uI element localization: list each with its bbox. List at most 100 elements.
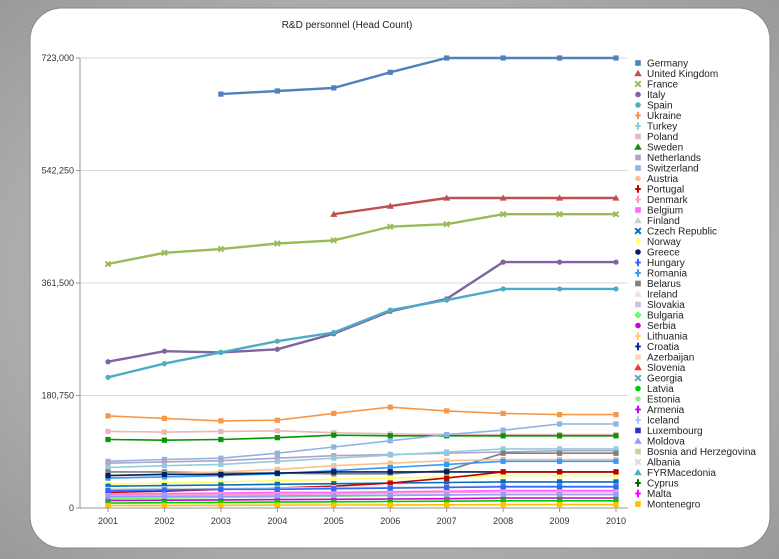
series-point-lower-1	[218, 428, 224, 435]
series-point-lower-8	[444, 461, 450, 468]
series-line-lower-7	[107, 458, 616, 477]
legend-label-hungary: Hungary	[647, 258, 685, 269]
legend-marker-sweden	[634, 143, 642, 150]
series-point-lower-12	[556, 469, 563, 475]
x-tick-label: 2001	[98, 516, 118, 526]
series-line-lower-4	[107, 449, 616, 464]
series-point-lower-9	[387, 475, 393, 481]
series-point-germany	[218, 91, 224, 97]
series-point-lower-0	[444, 408, 450, 414]
series-point-lower-5	[105, 464, 111, 471]
legend-label-finland: Finland	[647, 216, 680, 227]
legend-marker-ireland	[634, 290, 642, 297]
series-point-lower-19	[161, 502, 168, 508]
series-point-germany	[274, 88, 280, 94]
series-point-germany	[556, 55, 563, 61]
series-point-lower-2	[331, 432, 337, 438]
legend-marker-norway	[635, 237, 641, 246]
series-point-lower-18	[331, 499, 337, 505]
y-tick-label: 180,750	[41, 391, 74, 401]
x-tick-label: 2009	[550, 516, 570, 526]
series-point-lower-3	[444, 431, 450, 438]
legend-marker-bulgaria	[634, 311, 642, 319]
legend-marker-france	[634, 80, 642, 88]
series-point-lower-18	[218, 499, 224, 505]
legend-label-bulgaria: Bulgaria	[647, 311, 684, 322]
series-point-lower-10	[500, 479, 506, 485]
series-line-lower-13	[107, 489, 616, 496]
x-tick-label: 2008	[493, 516, 513, 526]
series-point-lower-11	[387, 469, 393, 475]
series-point-lower-19	[613, 502, 619, 508]
x-tick-label: 2006	[380, 516, 400, 526]
legend-marker-czech-republic	[634, 227, 642, 235]
series-point-lower-18	[613, 498, 619, 504]
legend-label-netherlands: Netherlands	[647, 153, 701, 164]
series-point-lower-16	[500, 495, 506, 501]
y-tick-label: 723,000	[41, 53, 74, 63]
series-point-spain	[556, 286, 563, 292]
legend-marker-united-kingdom	[634, 69, 642, 77]
series-point-germany	[444, 55, 450, 61]
series-point-lower-6	[500, 450, 506, 456]
legend-label-belarus: Belarus	[647, 279, 681, 290]
series-line-lower-20	[107, 493, 616, 498]
series-line-lower-3	[107, 423, 616, 463]
legend-label-germany: Germany	[647, 59, 688, 70]
legend-marker-germany	[635, 60, 641, 66]
legend-label-bosnia-and-herzegovina: Bosnia and Herzegovina	[647, 447, 756, 458]
legend-marker-malta	[635, 489, 641, 498]
series-point-united-kingdom	[386, 202, 394, 209]
series-point-italy	[556, 259, 563, 265]
series-point-lower-12	[387, 480, 393, 486]
legend-label-malta: Malta	[647, 489, 672, 500]
series-point-france	[274, 240, 281, 247]
series-point-lower-19	[105, 502, 111, 509]
legend-marker-switzerland	[635, 165, 641, 171]
series-point-lower-3	[613, 421, 619, 427]
series-point-lower-11	[331, 469, 337, 475]
series-point-lower-2	[556, 433, 563, 439]
series-point-lower-5	[387, 452, 393, 458]
x-tick-label: 2004	[267, 516, 287, 526]
series-point-lower-9	[556, 473, 563, 479]
legend-marker-greece	[635, 249, 641, 255]
series-point-lower-17	[500, 489, 506, 495]
legend-label-moldova: Moldova	[647, 437, 685, 448]
legend-marker-armenia	[635, 405, 641, 414]
series-point-lower-18	[500, 498, 506, 504]
series-point-lower-21	[274, 486, 280, 492]
series-point-lower-5	[444, 449, 450, 455]
legend-marker-azerbaijan	[635, 354, 641, 360]
series-point-lower-19	[556, 502, 563, 508]
series-point-lower-21	[387, 485, 393, 491]
series-point-lower-0	[105, 413, 111, 419]
series-point-germany	[500, 55, 506, 61]
series-point-italy	[161, 348, 168, 354]
series-line-france	[107, 213, 616, 266]
series-point-lower-9	[218, 479, 224, 485]
series-point-united-kingdom	[499, 194, 507, 201]
legend-label-lithuania: Lithuania	[647, 332, 688, 343]
series-point-lower-19	[444, 502, 450, 508]
legend-marker-luxembourg	[635, 427, 641, 434]
series-point-lower-10	[218, 482, 224, 488]
series-point-italy	[613, 259, 619, 265]
series-point-lower-11	[444, 469, 450, 475]
series-point-lower-20	[613, 492, 619, 498]
series-point-lower-2	[218, 436, 224, 443]
series-point-lower-4	[274, 455, 280, 461]
series-point-lower-17	[613, 489, 619, 495]
series-point-lower-2	[105, 436, 111, 443]
legend-label-albania: Albania	[647, 458, 681, 469]
legend-marker-montenegro	[635, 501, 641, 507]
series-point-lower-10	[161, 482, 168, 489]
series-point-lower-2	[387, 433, 393, 439]
legend-label-ireland: Ireland	[647, 290, 678, 301]
series-point-spain	[105, 374, 111, 380]
series-point-lower-10	[556, 479, 563, 485]
legend-label-czech-republic: Czech Republic	[647, 227, 717, 238]
series-point-united-kingdom	[443, 194, 451, 201]
series-line-lower-8	[107, 460, 616, 479]
